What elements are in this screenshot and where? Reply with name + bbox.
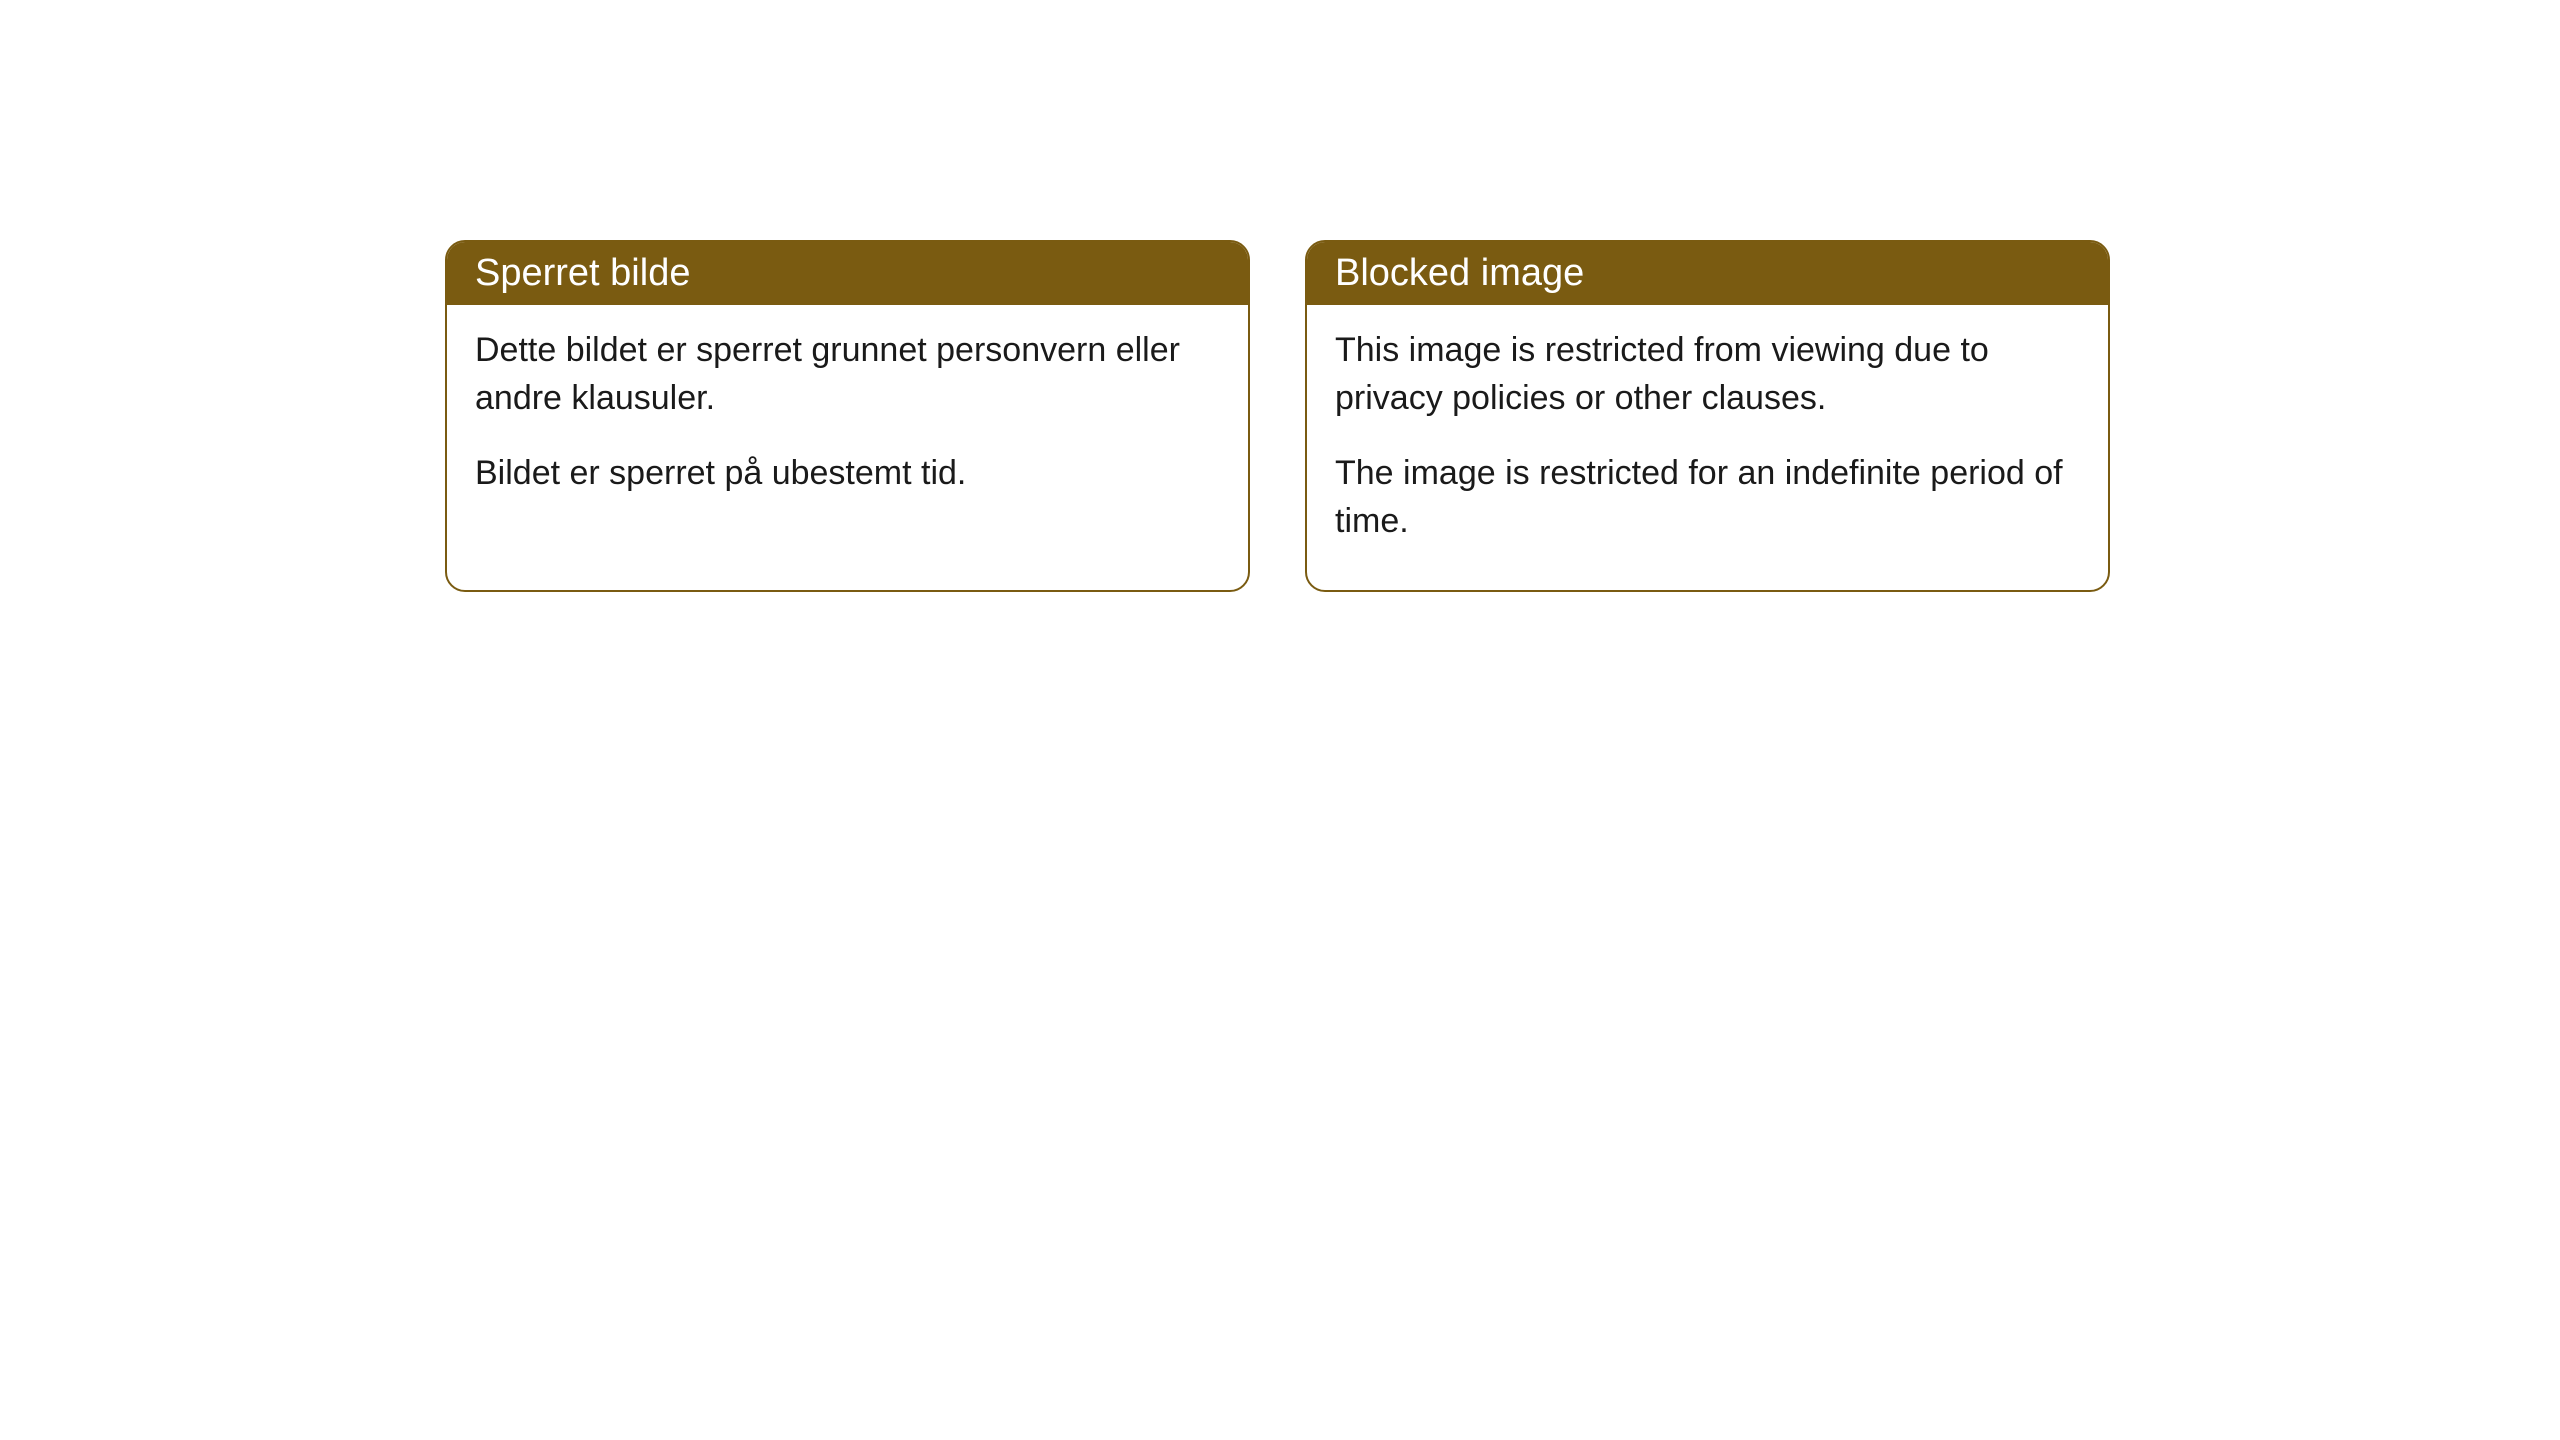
notice-paragraph-2: Bildet er sperret på ubestemt tid. — [475, 450, 1220, 498]
notice-card-norwegian: Sperret bilde Dette bildet er sperret gr… — [445, 240, 1250, 592]
card-header: Blocked image — [1307, 242, 2108, 305]
notice-card-english: Blocked image This image is restricted f… — [1305, 240, 2110, 592]
notice-paragraph-1: This image is restricted from viewing du… — [1335, 327, 2080, 422]
card-body: Dette bildet er sperret grunnet personve… — [447, 305, 1248, 543]
notice-paragraph-1: Dette bildet er sperret grunnet personve… — [475, 327, 1220, 422]
card-body: This image is restricted from viewing du… — [1307, 305, 2108, 590]
card-header: Sperret bilde — [447, 242, 1248, 305]
notice-paragraph-2: The image is restricted for an indefinit… — [1335, 450, 2080, 545]
card-title: Sperret bilde — [475, 252, 690, 294]
notice-cards-container: Sperret bilde Dette bildet er sperret gr… — [445, 240, 2110, 592]
card-title: Blocked image — [1335, 252, 1584, 294]
